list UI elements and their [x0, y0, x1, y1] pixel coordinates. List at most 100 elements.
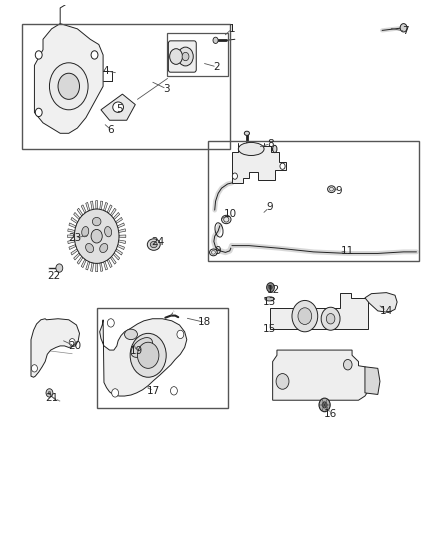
Polygon shape: [103, 261, 108, 270]
Circle shape: [232, 173, 237, 179]
Polygon shape: [119, 229, 126, 232]
Circle shape: [343, 359, 352, 370]
Text: 2: 2: [214, 62, 220, 72]
Text: 7: 7: [403, 27, 409, 36]
Circle shape: [91, 51, 98, 59]
Circle shape: [48, 391, 51, 394]
Text: 8: 8: [267, 139, 274, 149]
Text: 18: 18: [198, 317, 212, 327]
Text: 19: 19: [130, 346, 143, 356]
Polygon shape: [232, 147, 286, 183]
Polygon shape: [71, 249, 78, 255]
Polygon shape: [119, 235, 126, 237]
Text: 21: 21: [45, 393, 58, 403]
Text: 14: 14: [380, 306, 393, 316]
Polygon shape: [113, 253, 120, 260]
Ellipse shape: [244, 131, 250, 135]
Polygon shape: [81, 259, 86, 268]
Circle shape: [322, 402, 327, 408]
Polygon shape: [86, 203, 90, 211]
Text: 9: 9: [215, 246, 222, 256]
Circle shape: [280, 163, 285, 169]
Circle shape: [56, 264, 63, 272]
Polygon shape: [69, 245, 76, 249]
Polygon shape: [107, 205, 112, 213]
Polygon shape: [110, 256, 116, 264]
Circle shape: [400, 23, 407, 32]
Text: 3: 3: [163, 84, 170, 94]
Circle shape: [130, 333, 166, 377]
Polygon shape: [100, 263, 103, 271]
Ellipse shape: [85, 244, 94, 253]
Text: 6: 6: [107, 125, 114, 135]
Ellipse shape: [124, 329, 138, 340]
Text: 22: 22: [47, 271, 60, 281]
Ellipse shape: [100, 244, 108, 253]
Polygon shape: [365, 293, 397, 312]
Ellipse shape: [150, 241, 157, 248]
Circle shape: [46, 389, 53, 397]
Ellipse shape: [209, 249, 217, 256]
FancyBboxPatch shape: [168, 41, 196, 72]
Circle shape: [213, 37, 218, 44]
Polygon shape: [68, 229, 75, 232]
Circle shape: [49, 63, 88, 110]
Ellipse shape: [82, 227, 89, 237]
Circle shape: [58, 73, 80, 99]
Ellipse shape: [328, 186, 336, 192]
Circle shape: [32, 365, 37, 372]
Text: 11: 11: [341, 246, 354, 256]
Polygon shape: [116, 217, 123, 223]
Circle shape: [69, 338, 75, 346]
Polygon shape: [100, 319, 187, 396]
Polygon shape: [270, 293, 368, 329]
Circle shape: [269, 285, 272, 289]
Circle shape: [35, 108, 42, 117]
Circle shape: [276, 374, 289, 389]
Circle shape: [321, 307, 340, 330]
Circle shape: [326, 313, 335, 324]
Text: 23: 23: [69, 233, 82, 243]
Polygon shape: [272, 350, 370, 400]
Text: 13: 13: [263, 297, 276, 307]
Text: 5: 5: [116, 104, 123, 114]
Polygon shape: [81, 205, 86, 213]
Bar: [208, 141, 419, 261]
Text: 24: 24: [151, 238, 164, 247]
Ellipse shape: [238, 142, 264, 156]
Polygon shape: [101, 94, 135, 120]
Polygon shape: [95, 201, 98, 209]
Ellipse shape: [265, 297, 274, 301]
Polygon shape: [119, 240, 126, 244]
Bar: [97, 308, 228, 408]
Circle shape: [112, 389, 119, 397]
Circle shape: [182, 52, 189, 61]
Polygon shape: [100, 201, 103, 209]
Ellipse shape: [272, 146, 277, 152]
Ellipse shape: [131, 337, 152, 357]
Text: 1: 1: [229, 24, 235, 34]
Polygon shape: [95, 263, 98, 272]
Polygon shape: [71, 217, 78, 223]
Polygon shape: [103, 203, 108, 211]
Polygon shape: [31, 319, 79, 377]
Circle shape: [298, 308, 312, 325]
Polygon shape: [86, 261, 90, 270]
Polygon shape: [117, 245, 124, 249]
Circle shape: [170, 386, 177, 395]
Text: 12: 12: [267, 285, 280, 295]
Text: 9: 9: [336, 186, 343, 196]
Ellipse shape: [222, 215, 231, 224]
Circle shape: [35, 51, 42, 59]
Circle shape: [107, 319, 114, 327]
Circle shape: [74, 209, 119, 263]
Text: 20: 20: [68, 341, 81, 351]
Polygon shape: [107, 259, 112, 268]
Ellipse shape: [105, 227, 112, 237]
Circle shape: [91, 229, 102, 243]
Circle shape: [138, 342, 159, 368]
Polygon shape: [74, 213, 80, 220]
Polygon shape: [113, 213, 120, 220]
Polygon shape: [77, 208, 83, 216]
Polygon shape: [69, 223, 76, 228]
